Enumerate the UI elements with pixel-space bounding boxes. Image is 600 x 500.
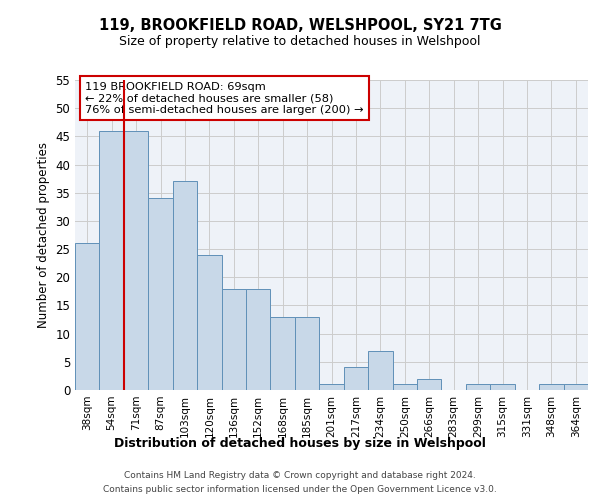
Text: Contains public sector information licensed under the Open Government Licence v3: Contains public sector information licen… bbox=[103, 485, 497, 494]
Text: Distribution of detached houses by size in Welshpool: Distribution of detached houses by size … bbox=[114, 438, 486, 450]
Bar bbox=[539, 384, 563, 390]
Bar bbox=[100, 130, 124, 390]
Bar bbox=[417, 378, 442, 390]
Bar bbox=[197, 254, 221, 390]
Text: 119, BROOKFIELD ROAD, WELSHPOOL, SY21 7TG: 119, BROOKFIELD ROAD, WELSHPOOL, SY21 7T… bbox=[98, 18, 502, 32]
Bar bbox=[563, 384, 588, 390]
Bar bbox=[246, 288, 271, 390]
Bar bbox=[319, 384, 344, 390]
Bar bbox=[295, 316, 319, 390]
Text: Contains HM Land Registry data © Crown copyright and database right 2024.: Contains HM Land Registry data © Crown c… bbox=[124, 471, 476, 480]
Bar bbox=[75, 244, 100, 390]
Bar bbox=[392, 384, 417, 390]
Bar bbox=[148, 198, 173, 390]
Text: 119 BROOKFIELD ROAD: 69sqm
← 22% of detached houses are smaller (58)
76% of semi: 119 BROOKFIELD ROAD: 69sqm ← 22% of deta… bbox=[85, 82, 364, 115]
Bar bbox=[124, 130, 148, 390]
Bar bbox=[221, 288, 246, 390]
Bar bbox=[490, 384, 515, 390]
Bar bbox=[368, 350, 392, 390]
Bar bbox=[466, 384, 490, 390]
Text: Size of property relative to detached houses in Welshpool: Size of property relative to detached ho… bbox=[119, 35, 481, 48]
Bar bbox=[344, 368, 368, 390]
Bar bbox=[173, 182, 197, 390]
Y-axis label: Number of detached properties: Number of detached properties bbox=[37, 142, 50, 328]
Bar bbox=[271, 316, 295, 390]
